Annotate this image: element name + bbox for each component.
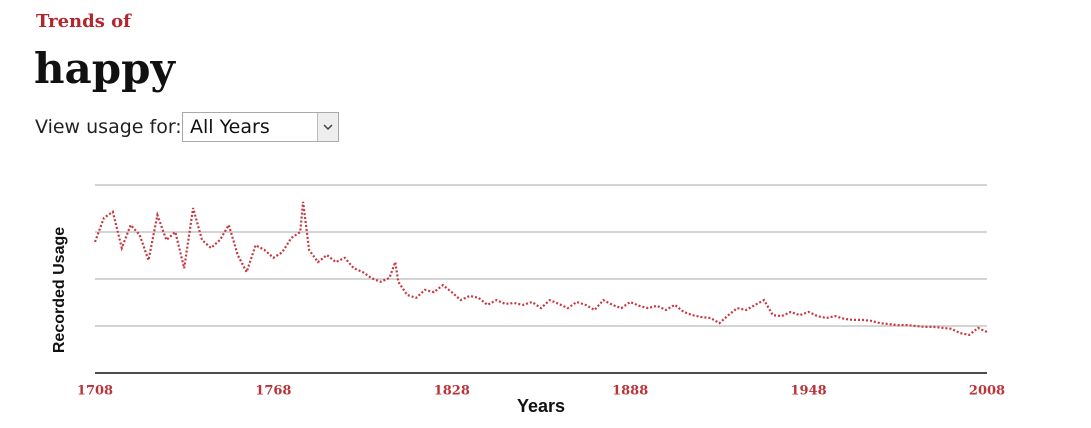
x-tick-label: 1768 bbox=[255, 384, 291, 399]
select-arrow[interactable] bbox=[317, 113, 338, 141]
y-axis-label: Recorded Usage bbox=[51, 227, 68, 353]
year-select[interactable]: All Years bbox=[182, 112, 339, 142]
control-label: View usage for: bbox=[35, 116, 182, 138]
x-tick-label: 1948 bbox=[791, 384, 827, 399]
x-tick-label: 1708 bbox=[77, 384, 113, 399]
arrow-icon bbox=[323, 124, 333, 131]
selected-option: All Years bbox=[190, 116, 270, 138]
x-axis-label: Years bbox=[517, 396, 565, 416]
x-tick-label: 1828 bbox=[434, 384, 470, 399]
chart: Recorded Usage Years 1708 1768 1828 1888 194… bbox=[51, 184, 1005, 416]
x-tick-label: 2008 bbox=[969, 384, 1005, 399]
kicker: Trends of bbox=[36, 11, 131, 32]
word-title: happy bbox=[34, 44, 175, 93]
usage-line bbox=[93, 201, 988, 337]
x-tick-label: 1888 bbox=[612, 384, 648, 399]
